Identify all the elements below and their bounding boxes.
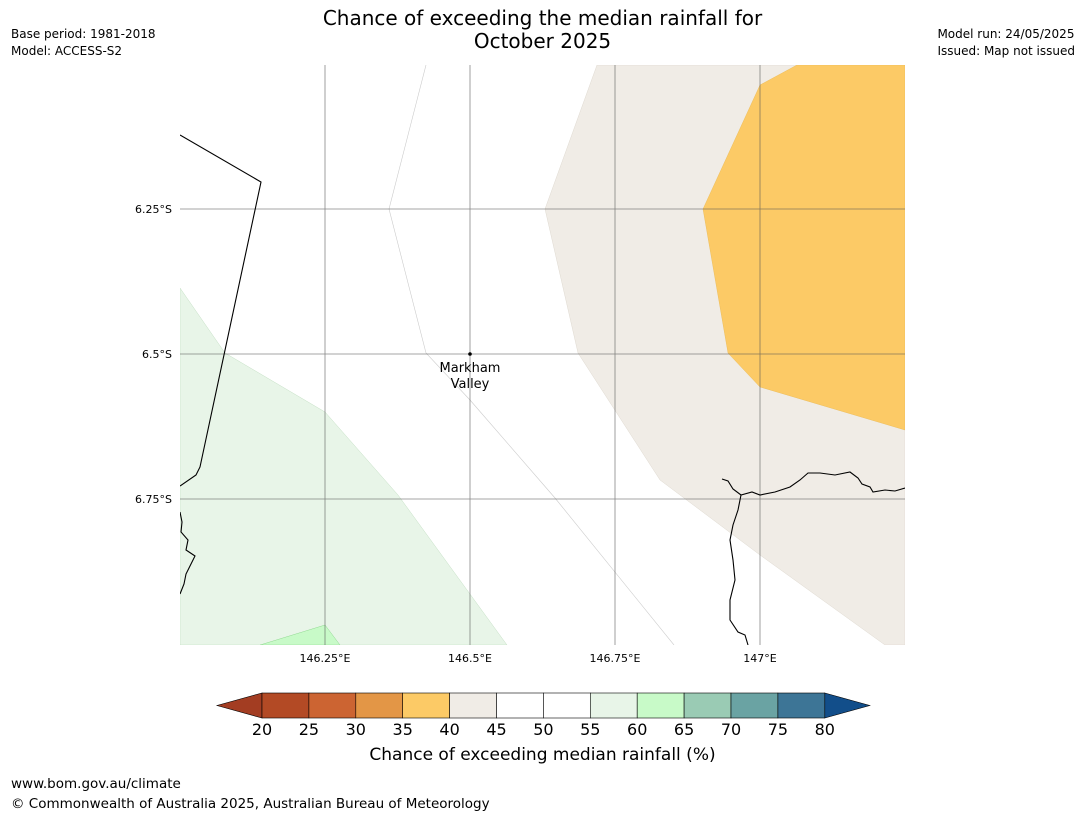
coastline-west (180, 511, 196, 595)
base-period-text: Base period: 1981-2018 (11, 27, 156, 41)
model-run-text: Model run: 24/05/2025 (937, 27, 1075, 41)
region-60-65 (259, 624, 341, 645)
colorbar-segment (589, 692, 638, 719)
colorbar-segment (777, 692, 826, 719)
place-name-line-1: Markham (440, 361, 501, 376)
issued-text: Issued: Map not issued (937, 44, 1075, 58)
footer-url: www.bom.gov.au/climate (11, 776, 181, 792)
footer: www.bom.gov.au/climate © Commonwealth of… (11, 774, 490, 814)
location-marker (468, 352, 472, 356)
lat-tick-label: 6.5°S (142, 348, 172, 361)
colorbar-segment (496, 692, 544, 719)
region-35-40 (702, 65, 905, 431)
colorbar-segment (683, 692, 732, 719)
colorbar-segment (543, 692, 591, 719)
lon-tick-label: 146.75°E (590, 652, 641, 665)
region-55-60 (180, 287, 508, 645)
place-label: Markham Valley (440, 361, 501, 392)
lat-tick-label: 6.75°S (135, 493, 172, 506)
lon-tick-label: 146.5°E (448, 652, 492, 665)
colorbar (215, 692, 871, 719)
meta-left: Base period: 1981-2018 Model: ACCESS-S2 (11, 26, 156, 60)
contour-50 (388, 65, 675, 645)
gridlines (180, 65, 905, 645)
title-line-1: Chance of exceeding the median rainfall … (322, 6, 763, 30)
map-area (180, 65, 905, 645)
lat-tick-label: 6.25°S (135, 203, 172, 216)
colorbar-segment (636, 692, 685, 719)
colorbar-segment (402, 692, 450, 719)
colorbar-segment (261, 692, 310, 719)
colorbar-segment (355, 692, 403, 719)
model-text: Model: ACCESS-S2 (11, 44, 123, 58)
title-line-2: October 2025 (473, 29, 612, 53)
lon-tick-label: 147°E (743, 652, 776, 665)
lat-ticks: 6.25°S 6.5°S 6.75°S (135, 203, 172, 506)
colorbar-segment (308, 692, 357, 719)
border-line (180, 134, 262, 487)
lon-tick-label: 146.25°E (300, 652, 351, 665)
coastline-east (721, 471, 905, 496)
colorbar-segment (449, 692, 497, 719)
borders-coastline (180, 134, 905, 645)
colorbar-high-arrow (824, 692, 871, 719)
footer-copyright: © Commonwealth of Australia 2025, Austra… (11, 796, 490, 812)
lon-ticks: 146.25°E 146.5°E 146.75°E 147°E (300, 652, 777, 665)
place-name-line-2: Valley (451, 377, 490, 392)
map-title: Chance of exceeding the median rainfall … (0, 7, 1085, 53)
colorbar-low-arrow (215, 692, 263, 719)
coastline-river (729, 494, 749, 645)
colorbar-segment (730, 692, 779, 719)
colorbar-title: Chance of exceeding median rainfall (%) (369, 745, 716, 765)
meta-right: Model run: 24/05/2025 Issued: Map not is… (937, 26, 1075, 60)
